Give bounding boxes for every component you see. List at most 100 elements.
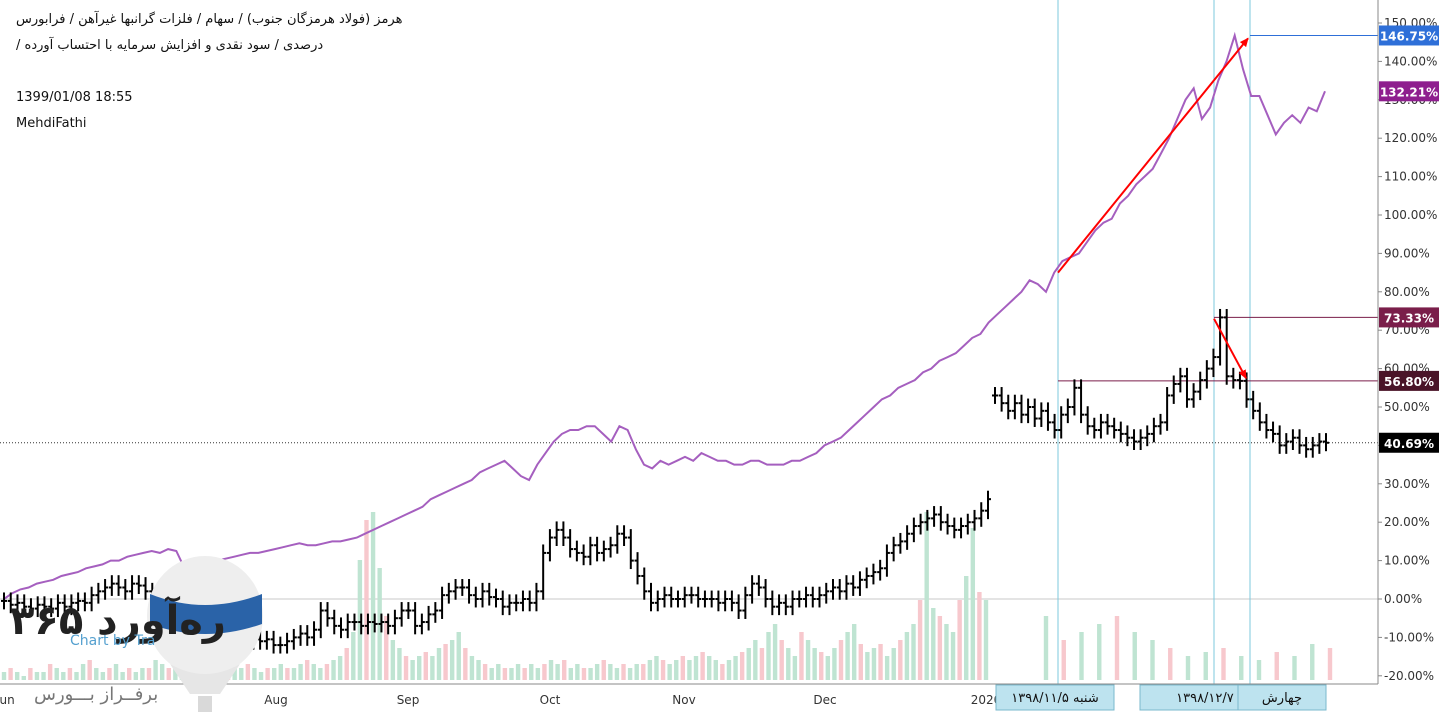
volume-bar	[931, 608, 936, 680]
price-bar	[992, 387, 998, 404]
volume-bar	[390, 640, 396, 680]
volume-bar	[443, 644, 448, 680]
volume-bar	[713, 660, 718, 680]
price-bar	[1144, 425, 1151, 447]
volume-bar	[47, 664, 53, 680]
volume-bar	[1185, 656, 1191, 680]
volume-bar	[937, 616, 943, 680]
price-bar	[1203, 360, 1210, 389]
volume-bar	[575, 664, 580, 680]
volume-bar	[878, 644, 883, 680]
price-tags-layer: 146.75% 132.21% 73.33% 56.80% 40.69%	[1379, 25, 1439, 453]
volume-bar	[80, 664, 86, 680]
volume-bar	[871, 648, 877, 680]
price-axis[interactable]: 150.00%140.00%130.00%120.00%110.00%100.0…	[1377, 0, 1444, 714]
price-bar	[1104, 413, 1111, 435]
volume-bar	[621, 664, 626, 680]
volume-bar	[120, 672, 125, 680]
price-bar	[479, 582, 486, 608]
price-bar	[769, 590, 776, 616]
volume-bar	[977, 592, 982, 680]
price-bar	[614, 525, 621, 554]
volume-bar	[601, 660, 606, 680]
price-bar	[102, 579, 109, 600]
price-bar	[1170, 375, 1177, 404]
price-bar	[337, 617, 344, 639]
y-tick-label: 50.00%	[1384, 400, 1430, 414]
y-tick-label: 30.00%	[1384, 477, 1430, 491]
y-tick-label: 20.00%	[1384, 515, 1430, 529]
price-bar	[1005, 394, 1012, 420]
volume-bar	[423, 652, 428, 680]
price-bar	[742, 586, 749, 619]
high-price-tag: 73.33%	[1379, 307, 1439, 328]
y-tick-label: -20.00%	[1384, 669, 1434, 683]
volume-bar	[647, 660, 653, 680]
price-bar	[735, 594, 742, 619]
volume-bar	[344, 648, 349, 680]
volume-bar	[726, 660, 732, 680]
price-bar	[789, 590, 796, 616]
x-tick-label: Jun	[0, 693, 15, 707]
price-bar	[317, 602, 324, 639]
volume-bar	[397, 648, 402, 680]
price-bar	[445, 582, 452, 604]
volume-bar	[1327, 648, 1333, 680]
price-bar	[351, 613, 358, 631]
price-bar	[344, 613, 351, 639]
price-bar	[931, 506, 938, 527]
guide-layer	[0, 0, 1378, 684]
price-bar	[661, 586, 668, 608]
price-bar	[27, 598, 34, 618]
price-bar	[425, 605, 432, 631]
price-bar	[472, 586, 479, 608]
volume-bar	[548, 660, 554, 680]
volume-bar	[522, 668, 527, 680]
price-bar	[634, 552, 641, 585]
volume-bar	[964, 576, 969, 680]
volume-bar	[357, 560, 363, 680]
volume-bar	[562, 660, 567, 680]
volume-bar	[904, 632, 910, 680]
price-bar	[68, 594, 75, 616]
price-bar	[749, 575, 756, 604]
price-bar	[526, 590, 533, 612]
volume-bar	[858, 644, 863, 680]
price-bar	[385, 613, 392, 635]
price-bar	[311, 621, 318, 646]
price-bar	[870, 563, 877, 585]
volume-bar	[746, 648, 751, 680]
price-bar	[836, 579, 843, 600]
price-bar	[560, 521, 567, 547]
price-bar	[1038, 402, 1045, 427]
price-bar	[1164, 387, 1171, 431]
price-bar	[978, 502, 985, 527]
price-bar	[1044, 402, 1051, 431]
volume-bar	[555, 664, 560, 680]
volume-bar	[476, 660, 481, 680]
price-bar	[910, 517, 917, 543]
volume-bar	[324, 664, 330, 680]
y-tick-label: 10.00%	[1384, 554, 1430, 568]
price-bar	[924, 509, 931, 531]
price-bar	[1071, 379, 1078, 416]
price-bar	[364, 613, 371, 635]
trend-arrow-up	[1057, 37, 1249, 274]
time-axis[interactable]: Jun Aug Sep Oct Nov Dec 2020 شنبه ۱۳۹۸/۱۱/۵ چهار…	[0, 683, 1378, 711]
index-series-line	[3, 31, 1326, 600]
price-bar	[607, 536, 614, 558]
peak-price-tag-box	[1379, 25, 1439, 46]
volume-bar	[588, 668, 593, 680]
price-bar	[1058, 406, 1065, 439]
price-bar	[877, 559, 884, 581]
price-bar	[1283, 433, 1290, 454]
price-bar	[391, 609, 398, 635]
price-bar	[674, 590, 681, 608]
price-bar	[648, 582, 655, 612]
price-bar	[540, 544, 547, 600]
price-bar	[641, 567, 648, 600]
price-bar	[54, 594, 61, 618]
last-price-tag-box	[1379, 432, 1439, 453]
volume-bar	[469, 656, 475, 680]
price-bar	[277, 636, 284, 654]
